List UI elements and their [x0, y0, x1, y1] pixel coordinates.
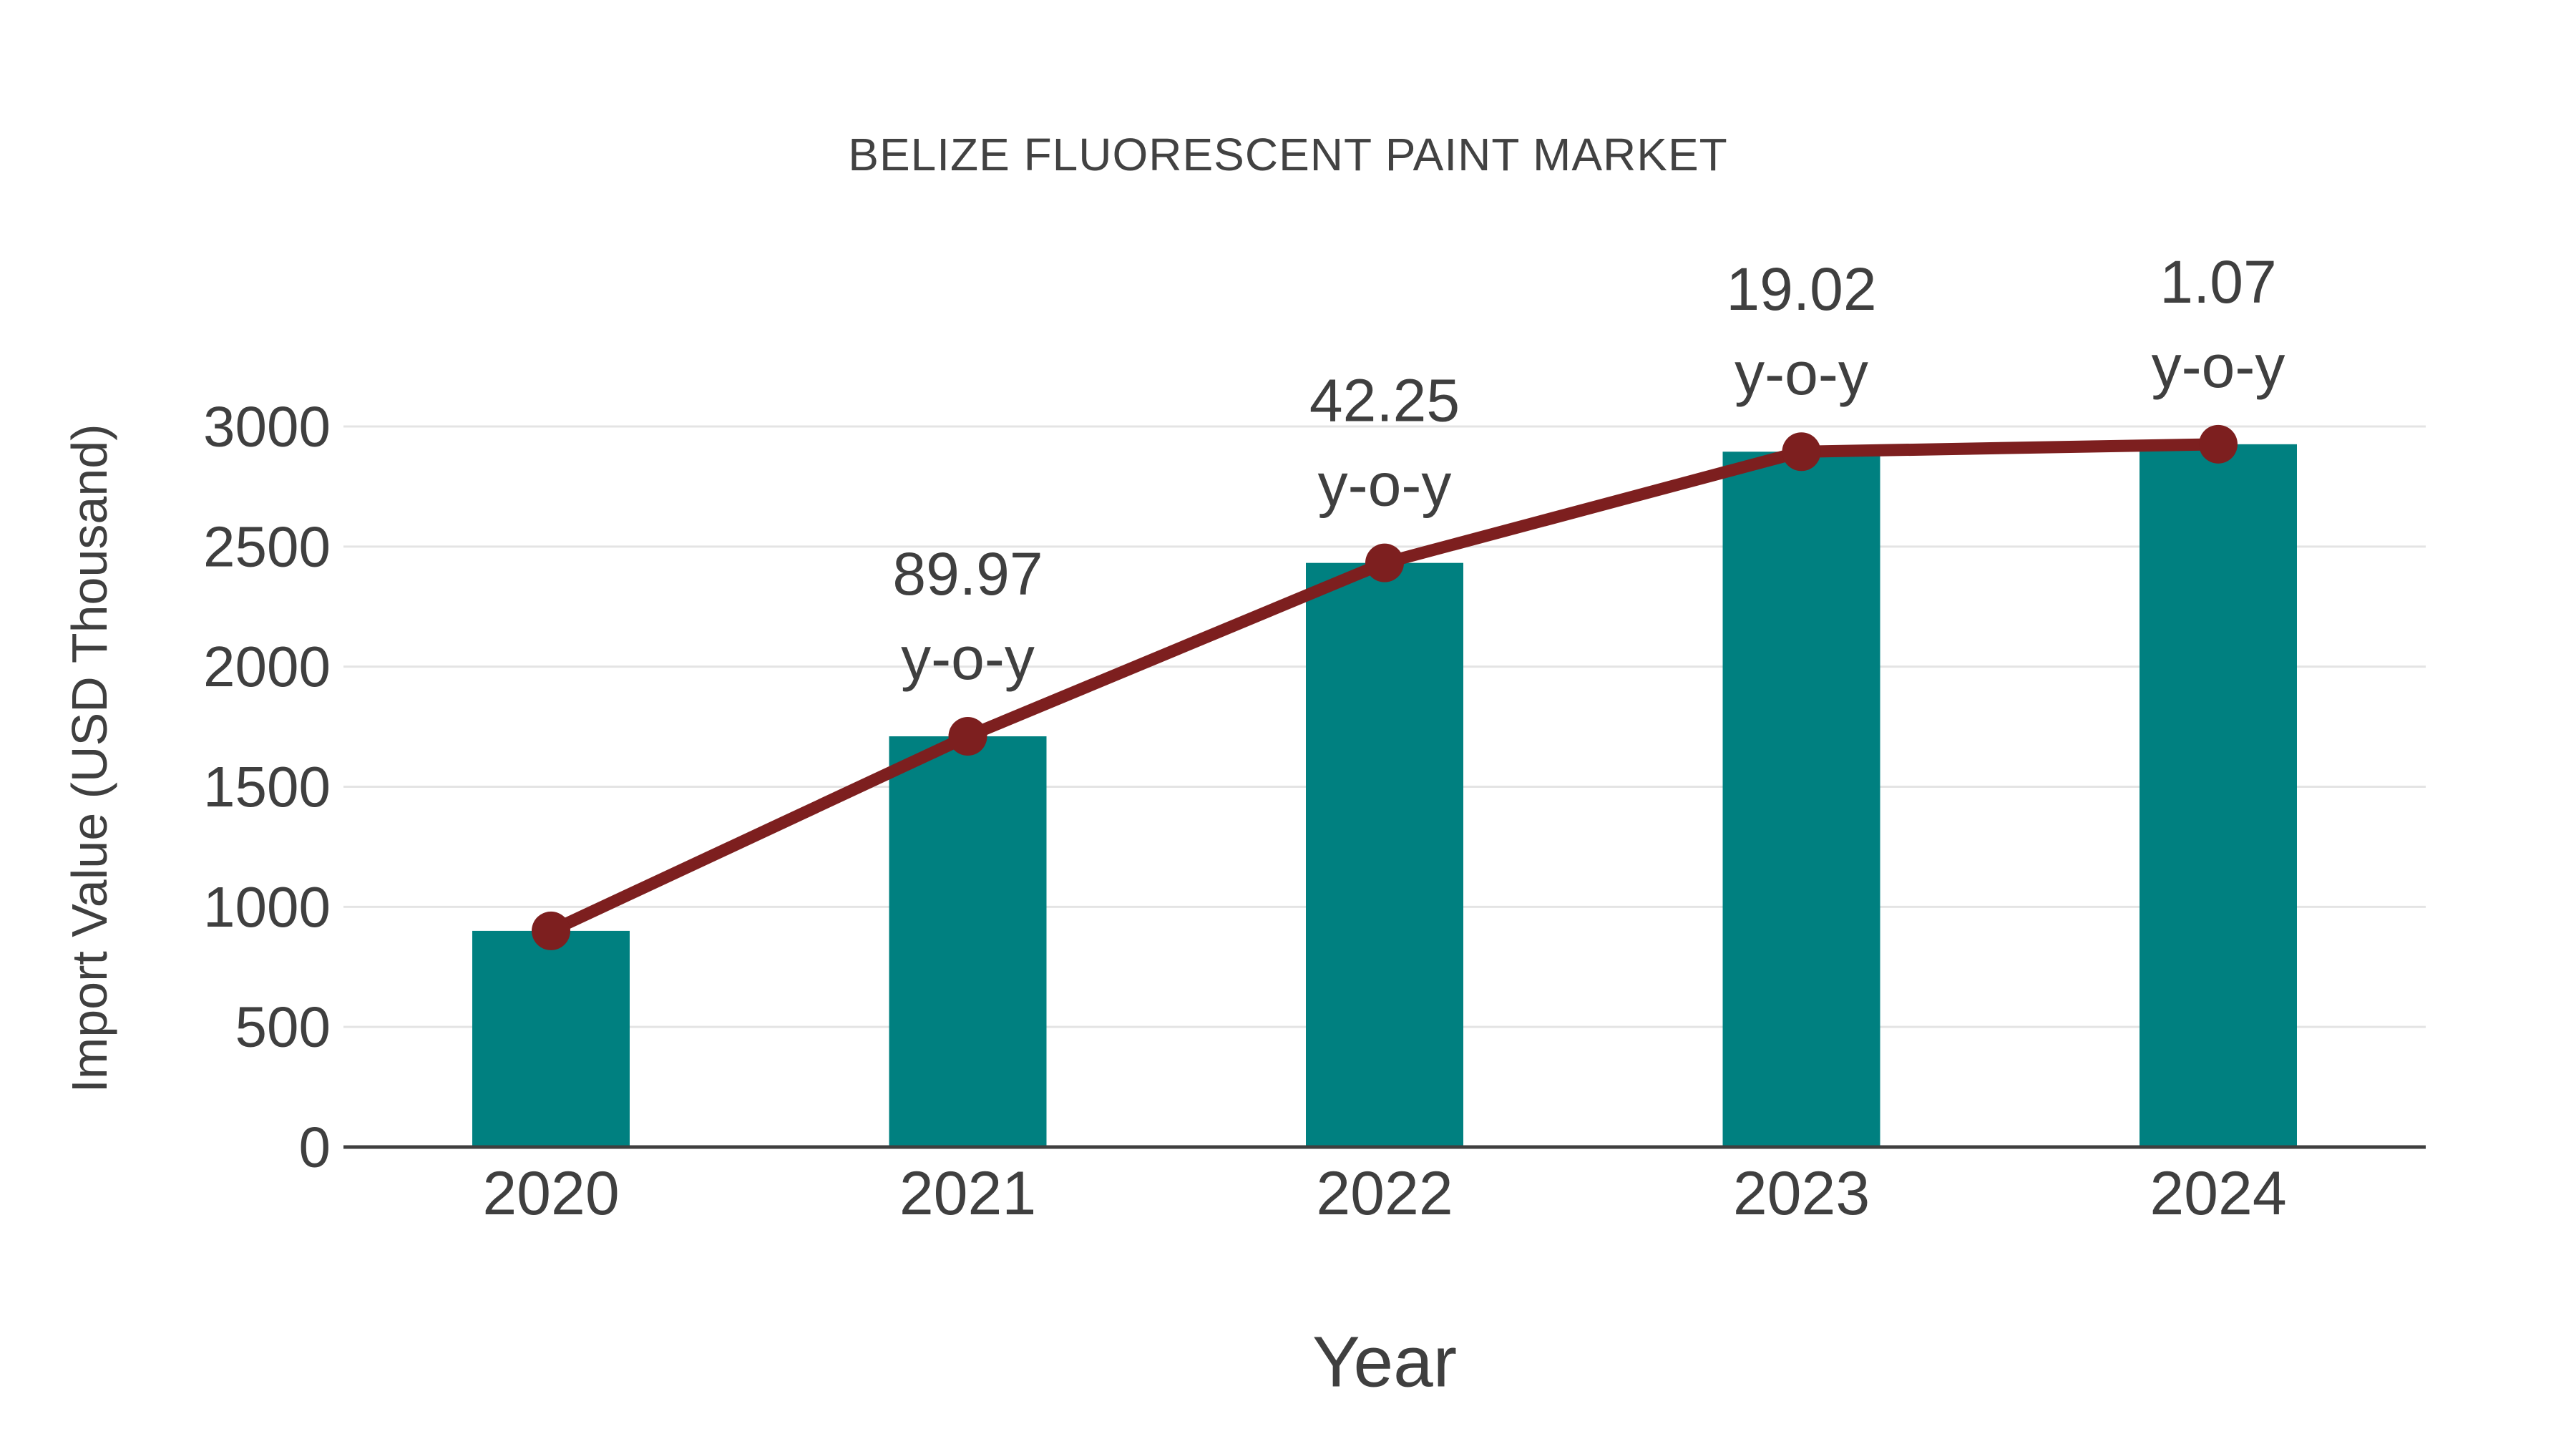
y-tick-label-1000: 1000 [203, 875, 331, 939]
annotation-value-2022: 42.25 [1309, 367, 1460, 434]
annotation-suffix-2024: y-o-y [2152, 333, 2285, 400]
annotation-suffix-2021: y-o-y [901, 625, 1035, 692]
bar-2022 [1306, 562, 1463, 1147]
y-tick-label-2500: 2500 [203, 514, 331, 578]
y-tick-label-2000: 2000 [203, 635, 331, 698]
y-tick-label-3000: 3000 [203, 395, 331, 459]
chart-title: BELIZE FLUORESCENT PAINT MARKET [848, 129, 1728, 180]
annotation-value-2021: 89.97 [892, 540, 1043, 608]
x-tick-label-2024: 2024 [2150, 1159, 2286, 1228]
bar-2023 [1722, 452, 1880, 1147]
y-tick-label-0: 0 [299, 1116, 331, 1179]
annotation-value-2023: 19.02 [1726, 255, 1876, 323]
bar-2020 [472, 930, 630, 1147]
data-point-marker-2024 [2199, 424, 2238, 464]
data-point-marker-2023 [1782, 432, 1821, 472]
bar-2024 [2140, 444, 2297, 1147]
y-tick-label-500: 500 [235, 995, 331, 1059]
data-point-marker-2022 [1365, 543, 1404, 582]
x-tick-label-2022: 2022 [1316, 1159, 1453, 1228]
data-point-marker-2020 [532, 911, 570, 950]
data-point-marker-2021 [948, 717, 987, 756]
x-tick-label-2021: 2021 [899, 1159, 1036, 1228]
bar-2021 [889, 736, 1047, 1147]
x-axis-title: Year [1312, 1322, 1458, 1402]
x-tick-label-2023: 2023 [1733, 1159, 1870, 1228]
x-tick-label-2020: 2020 [482, 1159, 619, 1228]
annotation-suffix-2022: y-o-y [1318, 452, 1452, 519]
y-tick-label-1500: 1500 [203, 755, 331, 819]
annotation-value-2024: 1.07 [2160, 248, 2277, 316]
annotation-suffix-2023: y-o-y [1735, 340, 1868, 407]
